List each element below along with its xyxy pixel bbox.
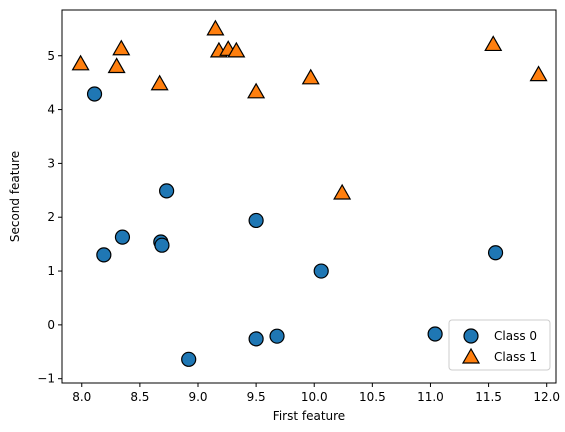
legend-label-class-1: Class 1	[494, 350, 537, 364]
x-axis: 8.0 8.5 9.0 9.5 10.0 10.5 11.0 11.5 12.0	[72, 383, 560, 404]
x-tick-label: 11.5	[475, 390, 502, 404]
x-tick-label: 11.0	[417, 390, 444, 404]
y-tick-label: 5	[47, 49, 55, 63]
x-tick-label: 8.5	[130, 390, 149, 404]
legend: Class 0 Class 1	[448, 319, 551, 371]
y-tick-label: 0	[47, 318, 55, 332]
class-1-point	[206, 19, 225, 36]
class-1-point	[333, 183, 352, 200]
legend-marker-class-1	[461, 347, 481, 364]
axes-frame	[61, 9, 557, 384]
y-tick-label: 3	[47, 156, 55, 170]
y-tick-label: −1	[37, 372, 55, 386]
class-0-point	[269, 328, 285, 344]
x-tick-label: 8.0	[72, 390, 91, 404]
series-class-1	[71, 19, 548, 200]
y-tick-label: 1	[47, 264, 55, 278]
class-0-point	[181, 351, 197, 367]
class-0-point	[248, 212, 264, 229]
class-0-point	[114, 229, 131, 245]
class-1-point	[107, 57, 126, 74]
class-0-point	[86, 86, 103, 102]
class-0-point	[248, 331, 264, 347]
class-1-point	[301, 68, 320, 85]
x-tick-label: 10.5	[359, 390, 386, 404]
x-tick-label: 9.5	[247, 390, 266, 404]
x-tick-label: 10.0	[301, 390, 328, 404]
class-0-point	[313, 263, 329, 279]
class-1-point	[112, 39, 131, 56]
legend-marker-class-0	[463, 328, 479, 344]
y-axis-label: Second feature	[8, 151, 22, 242]
series-class-0	[86, 86, 504, 367]
class-0-point	[487, 245, 504, 261]
data-points	[71, 19, 548, 367]
y-tick-label: 4	[47, 103, 55, 117]
x-axis-label: First feature	[273, 409, 345, 423]
legend-label-class-0: Class 0	[494, 329, 537, 343]
class-1-point	[71, 54, 90, 71]
x-tick-label: 9.0	[188, 390, 207, 404]
class-1-point	[529, 65, 548, 82]
y-tick-label: 2	[47, 210, 55, 224]
class-0-point	[96, 247, 112, 263]
class-0-point	[159, 183, 175, 199]
x-tick-label: 12.0	[533, 390, 560, 404]
class-0-point	[154, 237, 170, 253]
class-1-point	[150, 74, 169, 91]
class-1-point	[227, 41, 246, 58]
class-1-point	[247, 82, 266, 99]
class-1-point	[484, 35, 503, 52]
class-0-point	[427, 326, 443, 342]
y-axis: −1 0 1 2 3 4 5	[37, 49, 62, 386]
